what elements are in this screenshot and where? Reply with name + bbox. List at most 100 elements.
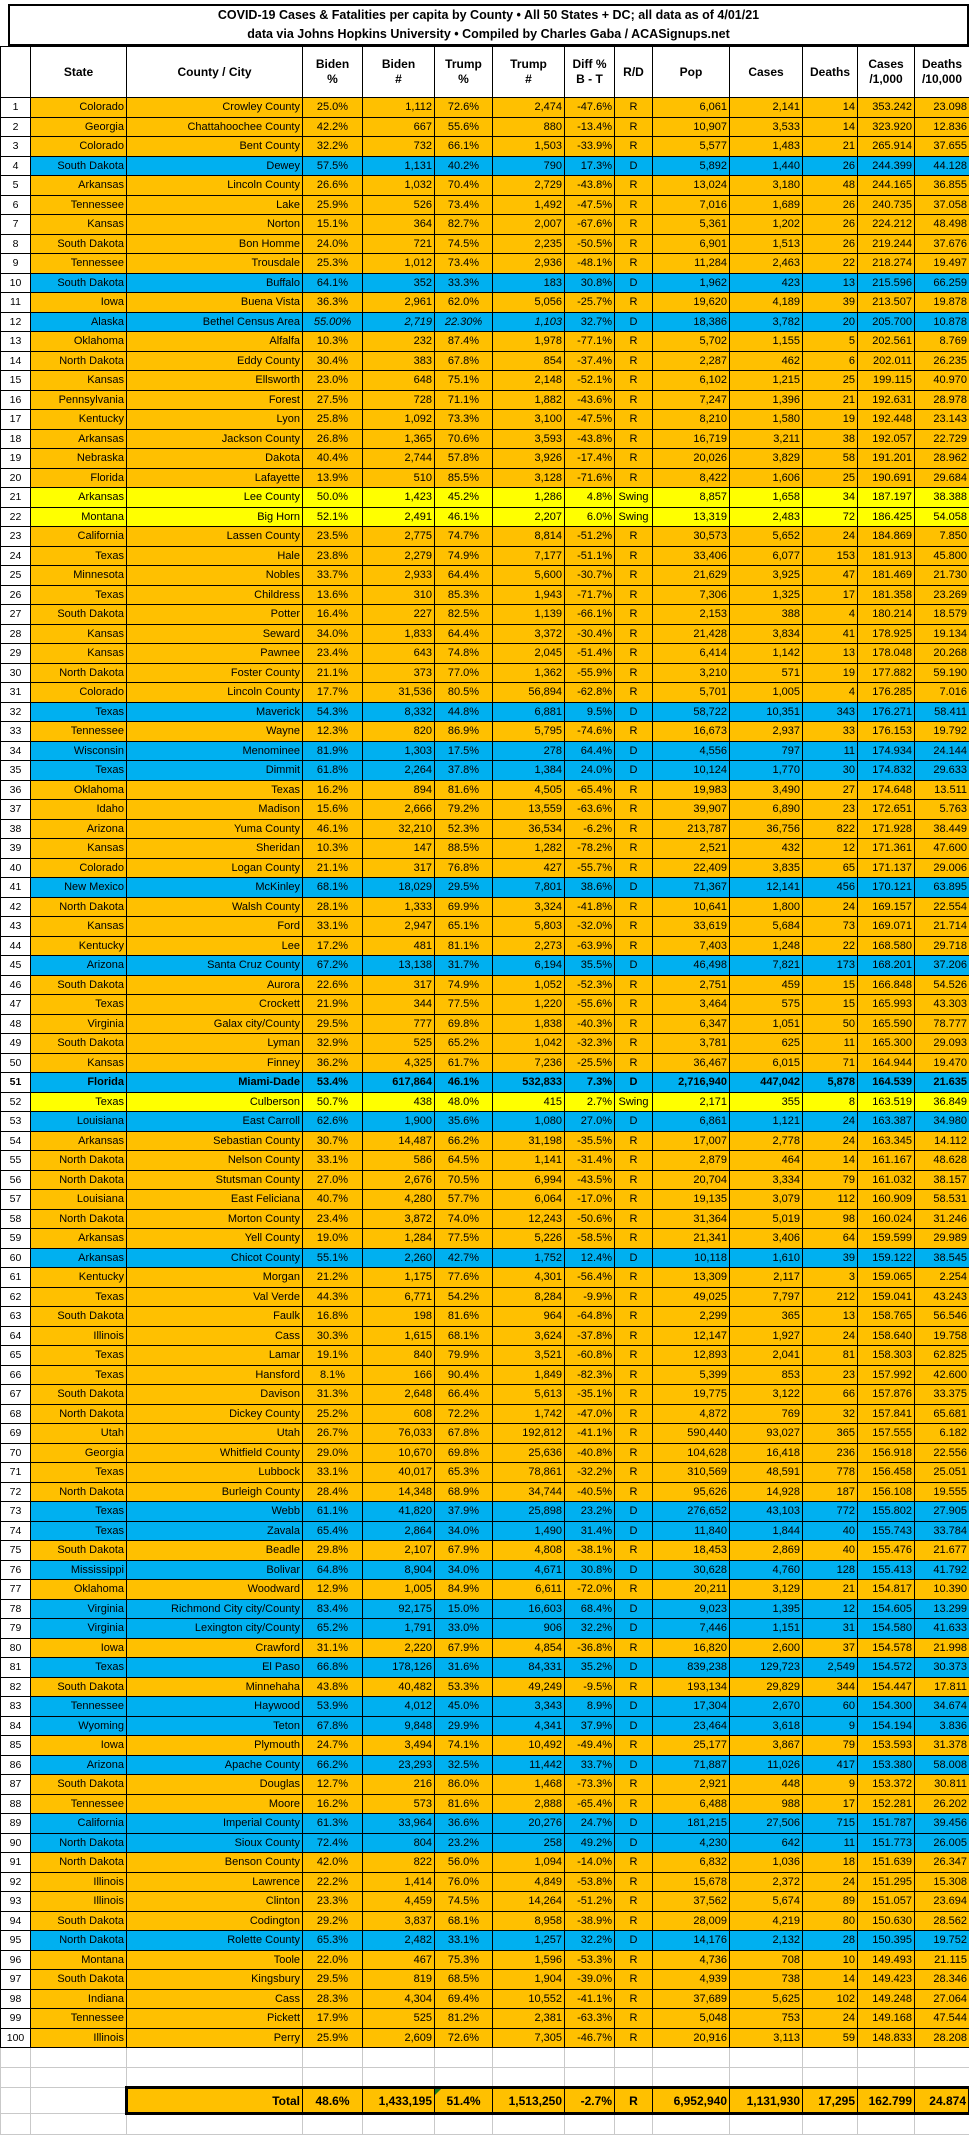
row-number: 94 [1, 1911, 31, 1931]
cell-pop: 5,361 [653, 215, 730, 235]
cell-state: North Dakota [31, 351, 127, 371]
cell-trump-num: 2,381 [493, 2009, 565, 2029]
cell-pop: 2,751 [653, 975, 730, 995]
cell-state: Colorado [31, 98, 127, 118]
row-number: 84 [1, 1716, 31, 1736]
cell-r-d: D [615, 156, 653, 176]
cell-trump-num: 10,492 [493, 1736, 565, 1756]
cell-cases: 1,483 [730, 137, 803, 157]
cell-county: Burleigh County [127, 1482, 303, 1502]
total-deaths: 17,295 [803, 2088, 858, 2114]
cell-state: Texas [31, 1502, 127, 1522]
cell-trump-num: 7,305 [493, 2028, 565, 2048]
cell-biden-pct: 16.2% [303, 780, 363, 800]
cell-trump-num: 192,812 [493, 1424, 565, 1444]
cell-deaths-per-10000: 26.005 [915, 1833, 969, 1853]
cell-cases-per-1000: 151.295 [858, 1872, 915, 1892]
cell-deaths-per-10000: 21.730 [915, 566, 969, 586]
cell-state: Oklahoma [31, 780, 127, 800]
cell-diff-pct: -53.3% [565, 1950, 615, 1970]
cell-trump-pct: 77.6% [435, 1268, 493, 1288]
cell-deaths: 89 [803, 1892, 858, 1912]
cell-deaths: 5,878 [803, 1073, 858, 1093]
cell-biden-num: 4,459 [363, 1892, 435, 1912]
cell-biden-num: 1,092 [363, 410, 435, 430]
cell-biden-num: 2,864 [363, 1521, 435, 1541]
cell-cases-per-1000: 192.631 [858, 390, 915, 410]
cell-biden-pct: 31.3% [303, 1385, 363, 1405]
blank-cell [803, 2048, 858, 2068]
cell-r-d: D [615, 761, 653, 781]
blank-cell [303, 2067, 363, 2088]
cell-trump-pct: 29.5% [435, 878, 493, 898]
col-header-trump-pct: Trump % [435, 47, 493, 98]
cell-biden-num: 2,666 [363, 800, 435, 820]
cell-deaths: 365 [803, 1424, 858, 1444]
cell-cases-per-1000: 154.817 [858, 1580, 915, 1600]
cell-cases: 7,821 [730, 956, 803, 976]
cell-deaths-per-10000: 39.456 [915, 1814, 969, 1834]
cell-biden-num: 894 [363, 780, 435, 800]
cell-state: South Dakota [31, 1970, 127, 1990]
cell-pop: 6,861 [653, 1112, 730, 1132]
cell-deaths-per-10000: 17.811 [915, 1677, 969, 1697]
cell-trump-pct: 45.2% [435, 488, 493, 508]
cell-deaths-per-10000: 28.962 [915, 449, 969, 469]
cell-trump-pct: 36.6% [435, 1814, 493, 1834]
cell-county: Cass [127, 1326, 303, 1346]
cell-pop: 46,498 [653, 956, 730, 976]
cell-deaths: 71 [803, 1053, 858, 1073]
cell-r-d: R [615, 1463, 653, 1483]
cell-diff-pct: -66.1% [565, 605, 615, 625]
cell-diff-pct: -56.4% [565, 1268, 615, 1288]
row-number: 79 [1, 1619, 31, 1639]
cell-biden-num: 216 [363, 1775, 435, 1795]
cell-biden-pct: 13.9% [303, 468, 363, 488]
cell-pop: 4,736 [653, 1950, 730, 1970]
cell-deaths: 73 [803, 917, 858, 937]
cell-deaths-per-10000: 78.777 [915, 1014, 969, 1034]
cell-biden-pct: 32.9% [303, 1034, 363, 1054]
cell-diff-pct: 68.4% [565, 1599, 615, 1619]
cell-trump-num: 1,882 [493, 390, 565, 410]
cell-deaths-per-10000: 19.752 [915, 1931, 969, 1951]
cell-biden-pct: 23.5% [303, 527, 363, 547]
cell-r-d: R [615, 1872, 653, 1892]
cell-state: Montana [31, 507, 127, 527]
cell-county: Childress [127, 585, 303, 605]
cell-county: Jackson County [127, 429, 303, 449]
cell-trump-num: 3,128 [493, 468, 565, 488]
cell-cases: 462 [730, 351, 803, 371]
cell-pop: 30,628 [653, 1560, 730, 1580]
cell-diff-pct: 32.2% [565, 1619, 615, 1639]
cell-state: Arizona [31, 819, 127, 839]
cell-biden-num: 14,487 [363, 1131, 435, 1151]
cell-state: North Dakota [31, 1151, 127, 1171]
cell-biden-pct: 23.8% [303, 546, 363, 566]
blank-cell [730, 2067, 803, 2088]
cell-trump-pct: 86.9% [435, 722, 493, 742]
cell-county: Toole [127, 1950, 303, 1970]
cell-pop: 58,722 [653, 702, 730, 722]
cell-deaths-per-10000: 13.511 [915, 780, 969, 800]
cell-biden-num: 777 [363, 1014, 435, 1034]
cell-cases: 11,026 [730, 1755, 803, 1775]
cell-trump-pct: 66.1% [435, 137, 493, 157]
cell-county: Webb [127, 1502, 303, 1522]
cell-diff-pct: -65.4% [565, 780, 615, 800]
blank-cell [1, 2114, 31, 2135]
cell-biden-pct: 65.2% [303, 1619, 363, 1639]
cell-deaths: 24 [803, 1872, 858, 1892]
cell-biden-num: 6,771 [363, 1287, 435, 1307]
cell-diff-pct: -9.5% [565, 1677, 615, 1697]
cell-trump-pct: 81.2% [435, 2009, 493, 2029]
cell-county: Dakota [127, 449, 303, 469]
cell-trump-num: 2,148 [493, 371, 565, 391]
